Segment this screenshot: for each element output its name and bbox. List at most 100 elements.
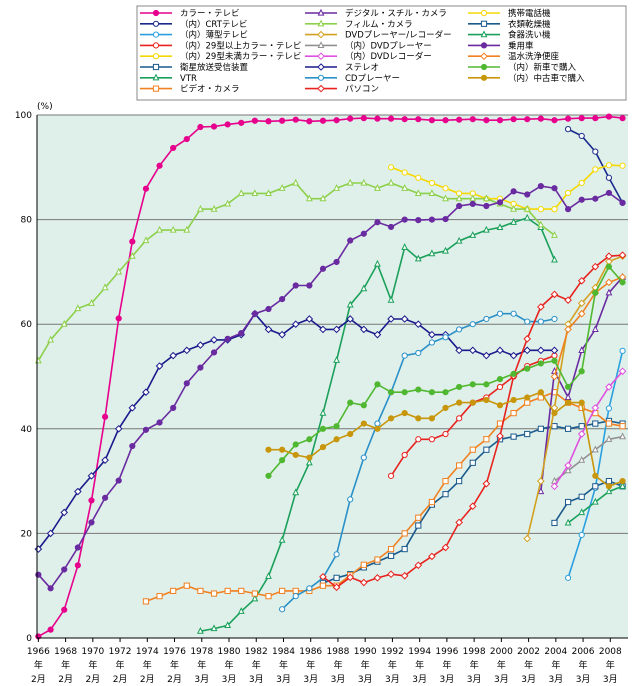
data-point <box>374 420 381 427</box>
data-point <box>238 587 245 595</box>
x-tick-month: 3月 <box>576 674 591 685</box>
data-point <box>319 573 327 581</box>
data-point <box>577 430 586 438</box>
data-point <box>401 451 408 459</box>
data-point <box>182 346 191 355</box>
data-point <box>115 267 123 275</box>
data-point <box>564 399 572 406</box>
data-point <box>605 288 613 296</box>
data-point <box>74 562 81 569</box>
data-point <box>415 415 422 422</box>
legend-item: 乗用車 <box>468 40 534 51</box>
data-point <box>551 315 558 323</box>
x-tick-year: 2004 <box>544 647 567 657</box>
data-point <box>551 410 558 417</box>
data-point <box>442 194 449 202</box>
data-point <box>592 289 599 296</box>
data-point <box>387 315 395 323</box>
x-tick-year: 1966 <box>27 647 50 657</box>
data-point <box>332 325 341 334</box>
data-point <box>374 184 381 191</box>
data-point <box>442 246 449 254</box>
data-point <box>564 574 572 581</box>
data-point <box>414 561 423 570</box>
y-tick-label: 0 <box>26 634 32 644</box>
legend-swatch-marker <box>480 30 488 38</box>
data-point <box>169 351 177 360</box>
data-point <box>278 535 286 543</box>
data-point <box>319 425 327 432</box>
data-point <box>578 115 585 122</box>
data-point <box>456 326 463 333</box>
data-point <box>592 148 599 155</box>
data-point <box>319 408 327 416</box>
data-point <box>333 356 340 363</box>
data-point <box>74 544 81 551</box>
data-point <box>47 626 54 633</box>
data-point <box>455 346 463 355</box>
data-point <box>156 593 163 600</box>
data-point <box>401 545 408 553</box>
data-point <box>482 225 490 233</box>
data-point <box>74 304 82 312</box>
data-point <box>142 426 150 433</box>
data-point <box>306 118 313 125</box>
legend-swatch-marker <box>152 20 160 27</box>
x-tick-month: 2月 <box>31 674 46 685</box>
y-tick-label: 60 <box>21 320 33 330</box>
data-point <box>346 178 354 186</box>
data-point <box>456 116 463 123</box>
x-tick-nen: 年 <box>470 659 479 671</box>
data-point <box>346 573 355 582</box>
legend-item: CDプレーヤー <box>305 74 400 84</box>
legend-label: CDプレーヤー <box>345 74 400 84</box>
data-point <box>251 594 259 602</box>
data-point <box>591 497 599 505</box>
data-point <box>619 162 626 169</box>
data-point <box>197 587 204 595</box>
data-point <box>577 276 586 285</box>
data-point <box>537 360 544 367</box>
x-tick-year: 1990 <box>354 647 377 657</box>
data-point <box>550 346 559 355</box>
data-point <box>551 206 558 213</box>
data-point <box>551 185 558 192</box>
data-point <box>224 335 231 342</box>
data-point <box>333 574 340 581</box>
data-point <box>578 346 586 353</box>
legend-item: （内）CRTテレビ <box>140 19 247 30</box>
data-point <box>618 367 627 376</box>
data-point <box>592 420 599 427</box>
series-18 <box>564 482 626 526</box>
data-point <box>155 362 164 370</box>
data-point <box>292 587 299 595</box>
legend-item: 食器洗い機 <box>468 30 551 41</box>
legend-item: フィルム・カメラ <box>305 19 413 30</box>
data-point <box>101 456 109 464</box>
x-tick-year: 1996 <box>435 647 458 657</box>
legend-item: 衛星放送受信装置 <box>140 62 249 73</box>
data-point <box>456 399 463 406</box>
data-point <box>415 116 422 123</box>
data-point <box>441 543 450 552</box>
data-point <box>401 243 409 250</box>
x-tick-nen: 年 <box>388 659 397 671</box>
series-20 <box>550 273 627 381</box>
data-point <box>374 425 381 432</box>
data-point <box>605 405 613 412</box>
data-point <box>169 225 177 233</box>
data-point <box>591 262 600 271</box>
y-tick-label: 100 <box>15 111 32 121</box>
data-point <box>251 189 259 197</box>
data-point <box>564 498 572 506</box>
legend-swatch-marker <box>152 42 160 49</box>
legend-swatch-marker <box>480 63 488 71</box>
data-point <box>74 487 82 496</box>
data-point <box>251 117 258 124</box>
legend-item: DVDプレーヤー/レコーダー <box>305 30 452 41</box>
data-point <box>551 117 558 124</box>
legend-item: ステレオ <box>305 63 379 73</box>
data-point <box>360 325 368 334</box>
data-point <box>374 259 381 267</box>
